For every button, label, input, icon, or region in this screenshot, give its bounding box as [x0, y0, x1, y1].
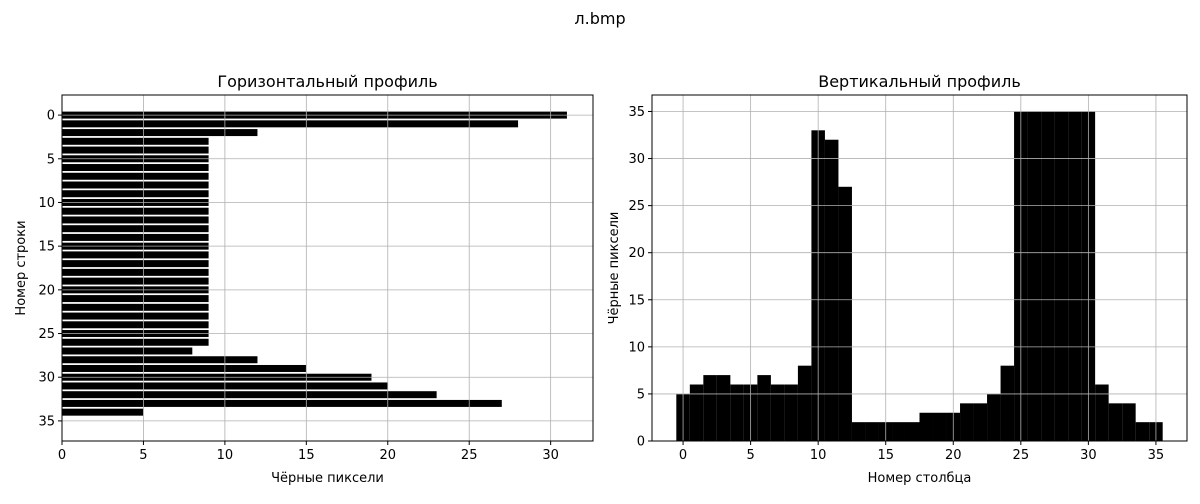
bar-col-14	[865, 422, 879, 441]
x-tick-label: 5	[746, 448, 754, 463]
x-tick-label: 20	[945, 448, 962, 463]
x-tick-label: 30	[542, 448, 559, 463]
bar-row-14	[62, 233, 209, 241]
bar-row-29	[62, 364, 307, 372]
bar-col-8	[784, 384, 798, 441]
bar-row-16	[62, 251, 209, 259]
bar-col-27	[1041, 111, 1055, 441]
axes-frame	[61, 94, 594, 442]
bar-row-23	[62, 312, 209, 320]
y-tick-label: 0	[637, 435, 645, 450]
bar-row-24	[62, 321, 209, 329]
bar-row-12	[62, 216, 209, 224]
horizontal-profile-chart: 0 5 10 15 20 25 30 0 5 10 15 20 25 30 35 Горизонтальный…	[14, 72, 594, 486]
y-tick-label: 20	[628, 246, 645, 261]
bar-row-11	[62, 207, 209, 215]
bar-row-27	[62, 347, 193, 355]
y-tick-label: 0	[47, 109, 55, 124]
bar-row-7	[62, 172, 209, 180]
bar-col-11	[824, 139, 839, 442]
x-tick-label: 35	[1148, 448, 1165, 463]
x-tick-label: 0	[58, 448, 66, 463]
bar-row-8	[62, 181, 209, 189]
bar-row-26	[62, 338, 209, 346]
bar-col-31	[1095, 384, 1109, 441]
bar-col-1	[689, 384, 704, 441]
x-tick-label: 20	[379, 448, 396, 463]
y-tick-label: 30	[628, 152, 645, 167]
bar-col-33	[1122, 403, 1136, 441]
bar-row-21	[62, 295, 209, 303]
bar-row-6	[62, 164, 209, 172]
bar-col-28	[1054, 111, 1069, 441]
y-tick-label: 30	[38, 371, 55, 386]
bar-col-17	[905, 422, 920, 441]
y-tick-label: 25	[38, 327, 55, 342]
x-tick-label: 25	[461, 448, 478, 463]
bar-col-34	[1135, 422, 1150, 441]
bar-row-1	[62, 120, 519, 128]
bar-row-32	[62, 391, 437, 399]
bar-row-3	[62, 137, 209, 145]
x-tick-label: 30	[1080, 448, 1097, 463]
bar-row-34	[62, 408, 144, 416]
bar-col-21	[960, 403, 974, 441]
bar-row-33	[62, 399, 502, 407]
chart-title: Горизонтальный профиль	[217, 72, 437, 91]
bar-col-29	[1068, 111, 1082, 441]
y-tick-label: 20	[38, 283, 55, 298]
bar-col-2	[703, 375, 717, 441]
figure-title: л.bmp	[574, 9, 625, 28]
bar-row-4	[62, 146, 209, 154]
y-tick-label: 10	[628, 340, 645, 355]
bar-col-16	[892, 422, 906, 441]
bar-row-22	[62, 303, 209, 311]
x-tick-label: 0	[679, 448, 687, 463]
y-tick-label: 10	[38, 196, 55, 211]
x-tick-label: 25	[1013, 448, 1030, 463]
bar-col-12	[838, 186, 852, 441]
y-tick-label: 35	[38, 414, 55, 429]
bar-col-7	[770, 384, 785, 441]
x-tick-label: 5	[139, 448, 147, 463]
x-axis-label: Чёрные пиксели	[271, 471, 384, 486]
y-tick-label: 15	[628, 293, 645, 308]
bar-row-9	[62, 190, 209, 198]
bar-col-26	[1027, 111, 1042, 441]
x-tick-label: 10	[217, 448, 234, 463]
bar-row-18	[62, 268, 209, 276]
axes-frame	[651, 94, 1188, 442]
bar-row-2	[62, 129, 258, 137]
y-tick-label: 25	[628, 199, 645, 214]
bar-col-23	[987, 393, 1001, 441]
bar-col-13	[851, 422, 866, 441]
bar-row-19	[62, 277, 209, 285]
bar-col-18	[919, 412, 934, 441]
x-tick-label: 15	[298, 448, 315, 463]
y-axis-label: Чёрные пиксели	[607, 212, 622, 325]
x-axis-label: Номер столбца	[868, 471, 972, 486]
bar-row-17	[62, 260, 209, 268]
y-axis-label: Номер строки	[14, 220, 29, 315]
bar-col-4	[730, 384, 744, 441]
y-tick-label: 35	[628, 105, 645, 120]
bar-col-3	[716, 375, 731, 441]
bar-col-6	[757, 375, 771, 441]
y-tick-label: 15	[38, 240, 55, 255]
vertical-profile-chart: 0 5 10 15 20 25 30 35 0 5 10 15 20 25 30 35 Вертикальный…	[607, 72, 1188, 486]
bar-col-22	[973, 403, 988, 441]
bar-row-28	[62, 356, 258, 364]
chart-title: Вертикальный профиль	[818, 72, 1021, 91]
bar-col-19	[933, 412, 947, 441]
y-tick-label: 5	[637, 387, 645, 402]
bar-col-24	[1000, 365, 1015, 441]
bar-col-32	[1108, 403, 1123, 441]
bar-col-9	[797, 365, 812, 441]
x-tick-label: 15	[877, 448, 894, 463]
bar-row-13	[62, 225, 209, 233]
y-tick-label: 5	[47, 152, 55, 167]
x-tick-label: 10	[810, 448, 827, 463]
